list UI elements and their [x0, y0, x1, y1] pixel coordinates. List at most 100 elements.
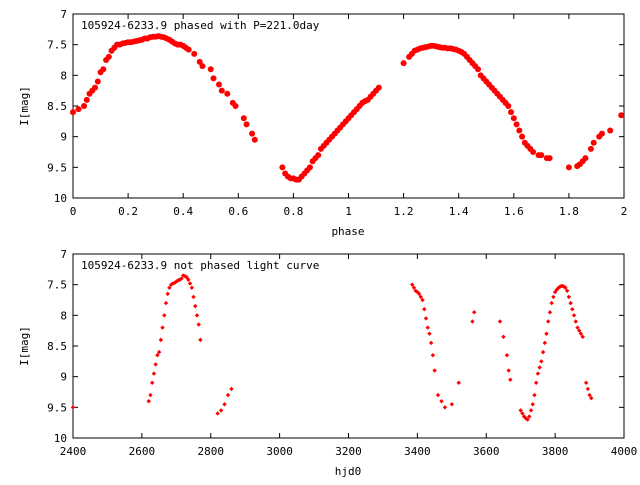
x-tick-labels: 0 0.2 0.4 0.6 0.8 1 1.2 1.4 1.6 1.8 2	[70, 205, 628, 218]
data-point	[158, 337, 164, 343]
data-point	[607, 127, 614, 134]
data-point	[216, 81, 223, 88]
data-point	[218, 87, 225, 94]
x-tick-label: 2400	[60, 445, 87, 458]
y-tick-label: 8	[60, 69, 67, 82]
data-point	[179, 276, 184, 281]
data-point	[428, 340, 434, 346]
data-point	[232, 103, 239, 109]
data-point	[538, 152, 545, 159]
data-point	[528, 408, 534, 413]
data-point	[198, 337, 203, 343]
data-point	[185, 46, 192, 53]
y-tick-label: 9.5	[47, 401, 67, 414]
data-point	[505, 103, 512, 109]
data-point	[207, 66, 214, 73]
data-point	[193, 303, 198, 309]
data-point	[551, 294, 556, 300]
data-point	[554, 287, 560, 292]
data-point	[456, 380, 461, 385]
data-point	[279, 164, 286, 171]
data-point	[535, 371, 541, 376]
data-point	[533, 380, 539, 385]
data-point	[580, 334, 585, 339]
data-point	[506, 368, 511, 373]
data-point	[194, 313, 200, 318]
data-point	[199, 63, 206, 70]
data-point	[497, 319, 503, 324]
data-point	[410, 282, 415, 287]
data-point	[187, 281, 193, 286]
data-point	[153, 362, 158, 367]
data-point	[590, 139, 597, 146]
data-point	[100, 66, 107, 73]
data-point	[566, 294, 572, 300]
data-point	[427, 331, 432, 336]
x-tick-label: 0.4	[173, 205, 193, 218]
data-point	[375, 84, 382, 91]
x-tick-label: 2	[621, 205, 628, 218]
data-point	[315, 152, 322, 159]
data-point	[148, 392, 153, 398]
data-point	[243, 121, 250, 128]
x-tick-labels: 2400 2600 2800 3000 3200 3400 3600 3800 4000	[60, 445, 638, 458]
data-point	[521, 414, 527, 419]
data-point	[191, 294, 196, 300]
data-point	[573, 319, 578, 324]
y-tick-label: 7.5	[47, 39, 67, 52]
data-point	[418, 294, 424, 300]
data-point	[449, 402, 455, 407]
data-point	[94, 78, 101, 85]
y-axis-label: I[mag]	[18, 86, 31, 126]
data-point	[163, 300, 169, 306]
data-point	[508, 109, 515, 116]
y-tick-labels: 7 7.5 8 8.5 9 9.5 10	[47, 248, 67, 445]
y-tick-label: 10	[54, 432, 67, 445]
plot-frame	[72, 253, 625, 439]
data-point	[420, 297, 425, 303]
data-point	[218, 408, 224, 413]
y-tick-label: 9	[60, 131, 67, 144]
data-point	[518, 408, 523, 413]
data-point	[564, 288, 570, 293]
y-tick-label: 8.5	[47, 340, 67, 353]
data-point	[435, 392, 441, 398]
data-point	[537, 365, 542, 370]
data-point	[618, 112, 625, 119]
x-axis-label: hjd0	[335, 465, 362, 478]
y-axis-label: I[mag]	[18, 326, 31, 366]
data-point	[81, 103, 88, 109]
data-point	[570, 307, 575, 312]
data-point	[92, 84, 99, 91]
x-tick-label: 3400	[404, 445, 431, 458]
data-point	[547, 310, 553, 315]
data-point	[400, 60, 407, 67]
data-point	[565, 164, 572, 171]
data-point	[546, 319, 551, 324]
data-point	[442, 405, 448, 410]
data-point	[519, 133, 526, 140]
data-point	[160, 325, 165, 330]
data-point	[439, 399, 444, 404]
x-axis-label: phase	[331, 225, 364, 238]
data-point	[585, 386, 591, 392]
data-point	[587, 145, 594, 152]
x-tick-label: 2600	[129, 445, 156, 458]
data-point	[501, 334, 506, 339]
data-point	[544, 331, 549, 336]
data-point	[162, 313, 167, 318]
y-tick-label: 8.5	[47, 100, 67, 113]
data-point	[530, 402, 535, 407]
x-tick-label: 1.8	[559, 205, 579, 218]
data-point	[583, 380, 589, 385]
data-point	[474, 66, 481, 73]
data-point	[575, 325, 580, 330]
x-tick-label: 3200	[335, 445, 362, 458]
x-tick-label: 2800	[198, 445, 225, 458]
data-point	[471, 310, 477, 315]
data-point	[196, 58, 203, 65]
data-points	[70, 273, 594, 422]
data-point	[306, 164, 313, 171]
data-point	[229, 386, 234, 392]
